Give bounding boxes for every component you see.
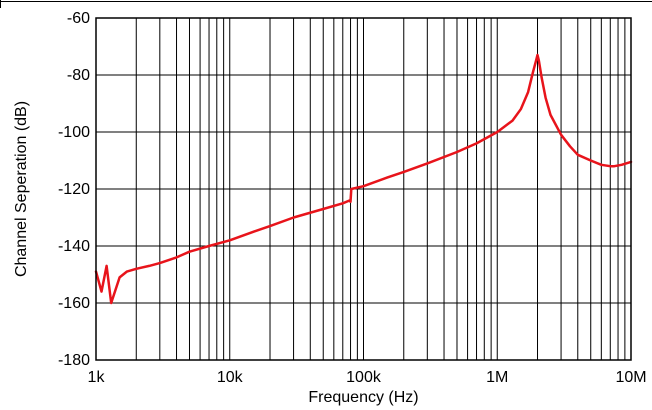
x-tick-label: 1M — [486, 369, 508, 386]
y-tick-label: -100 — [58, 124, 90, 141]
grid-lines — [96, 18, 631, 360]
x-tick-label: 1k — [88, 369, 106, 386]
x-tick-label: 10M — [615, 369, 646, 386]
y-tick-label: -160 — [58, 295, 90, 312]
y-axis-title: Channel Seperation (dB) — [13, 101, 30, 277]
y-tick-label: -120 — [58, 181, 90, 198]
y-tick-label: -140 — [58, 238, 90, 255]
y-tick-label: -80 — [67, 67, 90, 84]
y-tick-label: -60 — [67, 10, 90, 27]
x-tick-label: 100k — [346, 369, 382, 386]
top-border-line — [0, 0, 652, 8]
tick-labels: 1k 10k 100k 1M 10M -60 -80 -100 -120 -140 -160 -180 — [58, 10, 647, 386]
x-tick-label: 10k — [217, 369, 244, 386]
x-axis-title: Frequency (Hz) — [308, 389, 418, 406]
y-tick-label: -180 — [58, 352, 90, 369]
